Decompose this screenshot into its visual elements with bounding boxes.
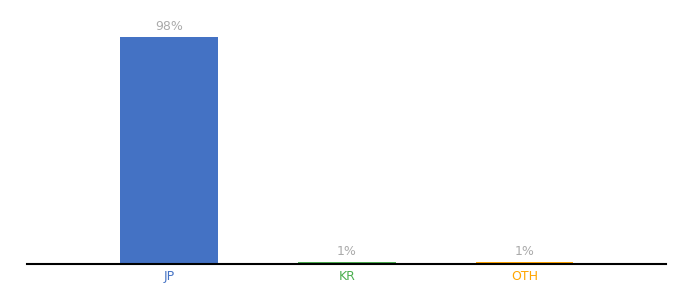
Bar bbox=[120, 37, 218, 264]
Bar bbox=[475, 262, 573, 264]
Text: 98%: 98% bbox=[155, 20, 183, 33]
Bar bbox=[298, 262, 396, 264]
Text: 1%: 1% bbox=[514, 245, 534, 258]
Text: 1%: 1% bbox=[337, 245, 357, 258]
